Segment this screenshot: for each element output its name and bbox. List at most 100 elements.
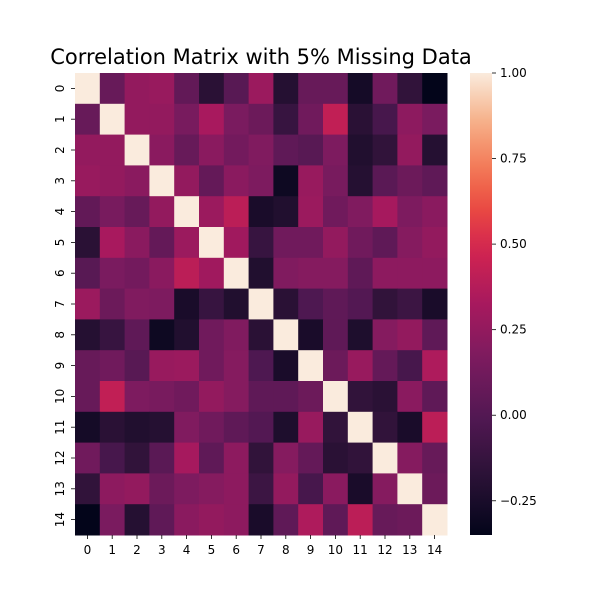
heatmap-cell-13-6 <box>223 473 250 505</box>
heatmap-cell-9-2 <box>124 350 150 382</box>
heatmap-cell-10-11 <box>347 381 374 413</box>
x-tick-label: 12 <box>377 543 392 557</box>
heatmap-cell-4-7 <box>248 196 274 228</box>
heatmap-cell-3-3 <box>149 165 175 197</box>
heatmap-cell-13-8 <box>273 473 299 505</box>
heatmap-cell-3-14 <box>422 165 448 197</box>
heatmap-cell-0-11 <box>347 73 374 105</box>
heatmap-cell-1-7 <box>248 103 274 136</box>
heatmap-cell-2-2 <box>124 134 150 166</box>
heatmap-cell-8-14 <box>422 319 448 351</box>
heatmap-cell-12-2 <box>124 442 150 474</box>
y-tick-label: 0 <box>53 85 67 93</box>
heatmap-cell-7-11 <box>347 288 374 320</box>
heatmap-cell-14-5 <box>199 504 225 536</box>
heatmap-cell-11-10 <box>323 411 349 444</box>
heatmap-cell-11-0 <box>75 411 101 444</box>
heatmap-cell-12-4 <box>174 442 200 474</box>
heatmap-cell-4-6 <box>223 196 250 228</box>
x-tick-label: 9 <box>307 543 315 557</box>
heatmap-cell-11-2 <box>124 411 150 444</box>
heatmap-cell-12-6 <box>223 442 250 474</box>
colorbar-tick-label: 0.75 <box>500 152 527 166</box>
x-tick-label: 5 <box>208 543 216 557</box>
heatmap-cell-14-1 <box>99 504 126 536</box>
heatmap-cell-6-5 <box>199 257 225 290</box>
heatmap-cell-13-13 <box>397 473 423 505</box>
heatmap-cell-7-7 <box>248 288 274 320</box>
y-tick-label: 1 <box>53 115 67 123</box>
y-tick-label: 5 <box>53 239 67 247</box>
heatmap-cell-3-1 <box>99 165 126 197</box>
heatmap-cell-10-5 <box>199 381 225 413</box>
heatmap-cell-14-11 <box>347 504 374 536</box>
heatmap-cell-9-9 <box>298 350 324 382</box>
heatmap-cell-1-3 <box>149 103 175 136</box>
heatmap-cell-4-11 <box>347 196 374 228</box>
heatmap-cell-6-4 <box>174 257 200 290</box>
x-tick-label: 0 <box>84 543 92 557</box>
heatmap-cell-0-14 <box>422 73 448 105</box>
heatmap-cell-2-6 <box>223 134 250 166</box>
heatmap-cell-0-1 <box>99 73 126 105</box>
heatmap-cell-2-0 <box>75 134 101 166</box>
heatmap-cell-0-7 <box>248 73 274 105</box>
heatmap-cell-10-13 <box>397 381 423 413</box>
x-tick-label: 1 <box>108 543 116 557</box>
heatmap-cell-13-10 <box>323 473 349 505</box>
heatmap-cell-7-9 <box>298 288 324 320</box>
heatmap-cell-7-2 <box>124 288 150 320</box>
heatmap-cell-0-12 <box>372 73 398 105</box>
y-tick-label: 7 <box>53 300 67 308</box>
heatmap-cell-7-3 <box>149 288 175 320</box>
heatmap-cell-11-1 <box>99 411 126 444</box>
heatmap-cell-14-10 <box>323 504 349 536</box>
heatmap-cell-0-3 <box>149 73 175 105</box>
heatmap-cell-7-6 <box>223 288 250 320</box>
y-tick-label: 6 <box>53 269 67 277</box>
heatmap-cell-11-3 <box>149 411 175 444</box>
heatmap-cell-0-9 <box>298 73 324 105</box>
colorbar-tick-label: 0.00 <box>500 408 527 422</box>
heatmap-cell-13-3 <box>149 473 175 505</box>
heatmap-cell-6-3 <box>149 257 175 290</box>
heatmap-cell-8-0 <box>75 319 101 351</box>
heatmap-cell-14-8 <box>273 504 299 536</box>
heatmap-cell-6-14 <box>422 257 448 290</box>
heatmap-cell-12-12 <box>372 442 398 474</box>
heatmap-cell-14-14 <box>422 504 448 536</box>
heatmap-cell-2-1 <box>99 134 126 166</box>
x-tick-label: 7 <box>257 543 265 557</box>
y-tick-label: 8 <box>53 331 67 339</box>
heatmap-cell-14-13 <box>397 504 423 536</box>
colorbar-tick-label: 1.00 <box>500 66 527 80</box>
heatmap-cell-8-8 <box>273 319 299 351</box>
heatmap-cell-10-6 <box>223 381 250 413</box>
heatmap-cell-3-8 <box>273 165 299 197</box>
heatmap-cell-9-6 <box>223 350 250 382</box>
heatmap-cell-14-2 <box>124 504 150 536</box>
heatmap-cell-9-5 <box>199 350 225 382</box>
heatmap-cell-13-11 <box>347 473 374 505</box>
heatmap-cell-1-13 <box>397 103 423 136</box>
x-tick-label: 2 <box>133 543 141 557</box>
heatmap-cell-4-3 <box>149 196 175 228</box>
heatmap-cell-12-8 <box>273 442 299 474</box>
heatmap-cell-4-10 <box>323 196 349 228</box>
heatmap-cell-12-5 <box>199 442 225 474</box>
heatmap-cell-10-3 <box>149 381 175 413</box>
chart-title: Correlation Matrix with 5% Missing Data <box>50 45 472 69</box>
heatmap-cell-7-5 <box>199 288 225 320</box>
heatmap-cell-10-9 <box>298 381 324 413</box>
heatmap-cell-8-7 <box>248 319 274 351</box>
heatmap-cell-2-12 <box>372 134 398 166</box>
heatmap-cell-14-12 <box>372 504 398 536</box>
heatmap-cell-13-9 <box>298 473 324 505</box>
heatmap-cell-3-2 <box>124 165 150 197</box>
heatmap-cell-1-11 <box>347 103 374 136</box>
heatmap-cell-11-8 <box>273 411 299 444</box>
heatmap-cell-1-10 <box>323 103 349 136</box>
heatmap-cell-4-12 <box>372 196 398 228</box>
colorbar-tick-label: 0.50 <box>500 237 527 251</box>
